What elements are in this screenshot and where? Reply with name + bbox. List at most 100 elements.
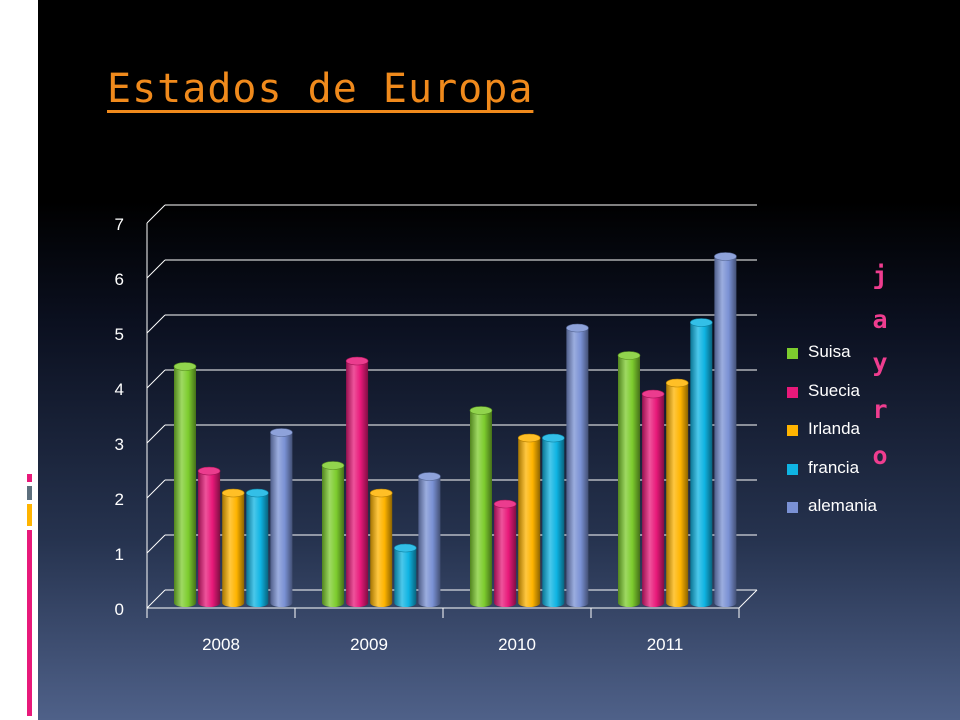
bar-body (518, 438, 541, 607)
bar-body (690, 322, 713, 607)
legend-swatch (787, 348, 798, 359)
bar-cap (270, 428, 293, 437)
bar-cap (173, 362, 197, 371)
y-tick-label: 7 (115, 215, 124, 234)
legend-label: Irlanda (808, 419, 860, 438)
decor-letter: o (872, 441, 888, 470)
bar-body (618, 355, 640, 607)
bar-body (198, 471, 221, 607)
bar-cap (221, 488, 245, 498)
bar-cap (197, 466, 221, 476)
x-tick-label: 2010 (498, 635, 536, 654)
slide-title: Estados de Europa (107, 66, 534, 112)
bar-body (246, 493, 269, 607)
bar-suecia-2008 (197, 466, 221, 607)
bar-cap (469, 406, 493, 415)
bar-alemania-2011 (714, 252, 737, 607)
bar-suisa-2009 (321, 461, 345, 607)
bar-suisa-2011 (617, 351, 641, 607)
bar-francia-2010 (541, 433, 565, 607)
decor-letter: a (872, 305, 888, 334)
bar-suecia-2009 (345, 356, 369, 607)
x-tick-label: 2009 (350, 635, 388, 654)
gridline-depth (146, 479, 166, 499)
y-tick-label: 2 (115, 490, 124, 509)
bar-body (174, 366, 196, 607)
bar-suisa-2010 (469, 406, 493, 607)
gridline-depth (146, 424, 166, 444)
decor-letter: r (872, 395, 888, 424)
legend-label: francia (808, 457, 860, 477)
bar-cap (517, 433, 541, 443)
y-tick-label: 4 (115, 380, 124, 399)
bar-body (494, 504, 517, 607)
bar-cap (541, 433, 565, 443)
chart-bars (173, 252, 737, 607)
bar-irlanda-2008 (221, 488, 245, 607)
bar-body (566, 328, 589, 607)
bar-cap (393, 543, 417, 553)
bar-cap (665, 378, 689, 388)
accent-bar-orange (27, 504, 32, 526)
bar-body (370, 493, 393, 607)
bar-cap (714, 252, 737, 261)
bar-cap (493, 499, 517, 509)
bar-body (222, 493, 245, 607)
y-tick-label: 5 (115, 325, 124, 344)
bar-cap (566, 323, 589, 333)
bar-cap (245, 488, 269, 498)
y-tick-label: 3 (115, 435, 124, 454)
bar-body (270, 432, 293, 607)
y-tick-label: 6 (115, 270, 124, 289)
bar-alemania-2008 (270, 428, 293, 607)
bar-cap (345, 356, 369, 366)
bar-cap (321, 461, 345, 470)
gridline-depth (146, 369, 166, 389)
legend-label: Suisa (808, 342, 851, 361)
bar-cap (689, 318, 713, 327)
floor-edge (738, 589, 758, 609)
bar-alemania-2010 (566, 323, 589, 607)
bar-body (418, 476, 441, 607)
bar-irlanda-2009 (369, 488, 393, 607)
bar-body (542, 438, 565, 607)
bar-body (346, 361, 369, 607)
legend-swatch (787, 463, 798, 475)
gridline-depth (146, 589, 166, 609)
gridline-depth (146, 534, 166, 554)
legend-label: Suecia (808, 380, 860, 400)
bar-suecia-2010 (493, 499, 517, 607)
bar-cap (617, 351, 641, 360)
gridline-depth (146, 259, 166, 279)
bar-irlanda-2011 (665, 378, 689, 607)
legend-swatch (787, 386, 798, 398)
decor-letter: y (872, 348, 888, 377)
gridline-depth (146, 204, 166, 224)
bar-francia-2009 (393, 543, 417, 607)
bar-body (394, 548, 417, 607)
bar-body (714, 256, 737, 607)
decor-letter: j (872, 261, 888, 290)
accent-bar-pink-long (27, 530, 32, 716)
bar-suecia-2011 (641, 389, 665, 607)
accent-bar-pink-top (27, 474, 32, 482)
bar-body (642, 394, 665, 607)
chart-axes (146, 223, 758, 618)
bar-irlanda-2010 (517, 433, 541, 607)
bar-suisa-2008 (173, 362, 197, 607)
gridline-depth (146, 314, 166, 334)
legend-swatch (787, 425, 798, 436)
accent-bar-slate (27, 486, 32, 500)
y-tick-label: 0 (115, 600, 124, 619)
bar-body (322, 465, 344, 607)
legend-swatch (787, 502, 798, 513)
bar-francia-2011 (689, 318, 713, 607)
bar-body (470, 410, 492, 607)
bar-alemania-2009 (418, 472, 441, 607)
x-tick-label: 2011 (647, 635, 684, 654)
y-tick-label: 1 (115, 545, 124, 564)
chart-tick-labels: 0 1 2 3 4 5 6 7 2008 2009 2010 2011 (115, 215, 684, 654)
bar-body (666, 383, 689, 607)
legend-label: alemania (808, 496, 877, 515)
